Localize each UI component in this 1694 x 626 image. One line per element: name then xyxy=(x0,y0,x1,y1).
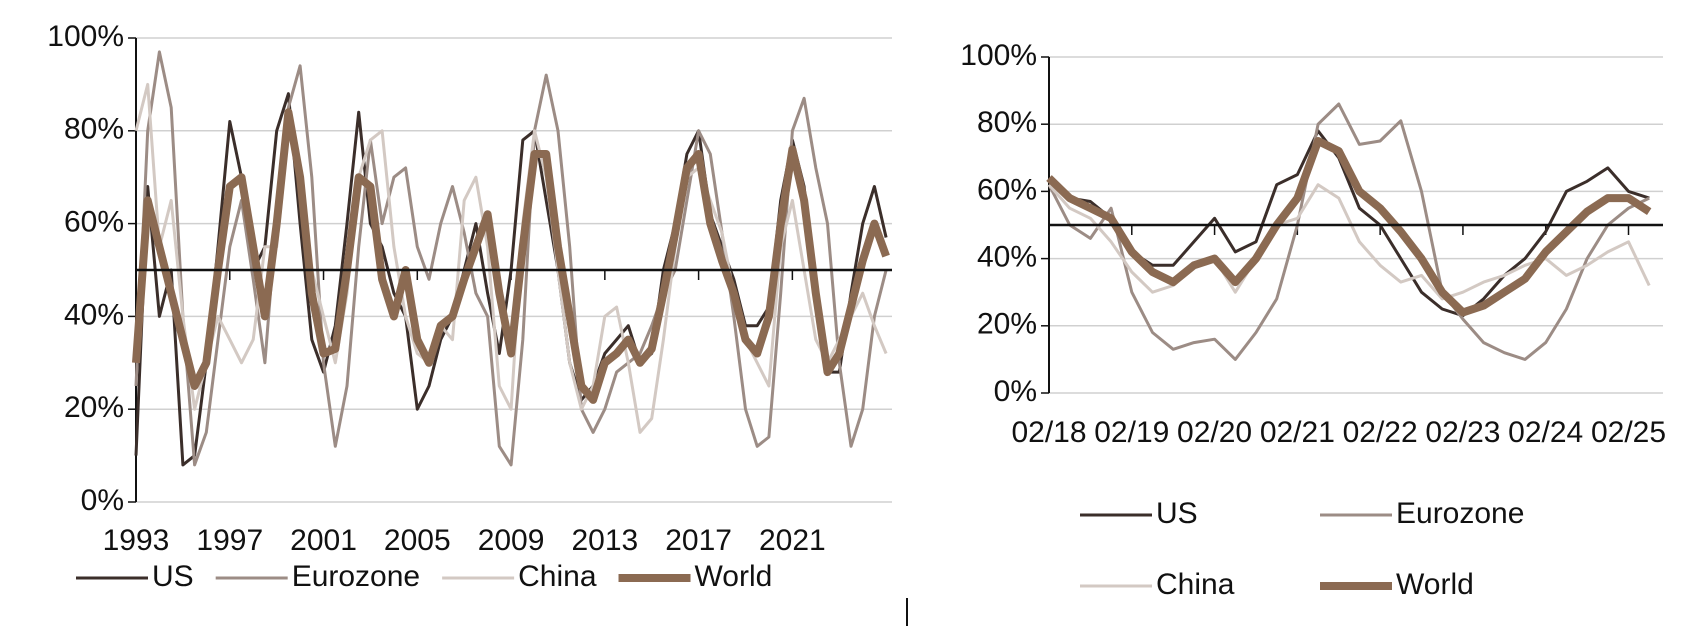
series-line xyxy=(1047,183,1651,301)
x-tick-label: 02/22 xyxy=(1343,416,1418,449)
series-line xyxy=(132,108,890,404)
legend-label: Eurozone xyxy=(292,560,420,593)
x-tick-label: 2021 xyxy=(759,524,826,557)
y-tick-label: 20% xyxy=(64,391,124,424)
series-line xyxy=(134,50,888,467)
legend-label: World xyxy=(695,560,773,593)
y-tick-label: 40% xyxy=(64,298,124,331)
x-tick-label: 2001 xyxy=(290,524,357,557)
legend-label: China xyxy=(518,560,597,593)
legend-label: China xyxy=(1156,568,1235,601)
series-line xyxy=(1047,102,1650,361)
y-tick-label: 60% xyxy=(977,173,1037,206)
x-tick-label: 02/19 xyxy=(1094,416,1169,449)
y-tick-label: 100% xyxy=(47,20,124,53)
x-tick-label: 2005 xyxy=(384,524,451,557)
x-tick-label: 1997 xyxy=(196,524,263,557)
x-tick-label: 2017 xyxy=(665,524,732,557)
x-tick-label: 02/23 xyxy=(1425,416,1500,449)
legend-label: US xyxy=(1156,497,1198,530)
x-tick-label: 2009 xyxy=(478,524,545,557)
x-tick-label: 02/18 xyxy=(1011,416,1086,449)
y-tick-label: 0% xyxy=(81,484,124,517)
x-tick-label: 1993 xyxy=(103,524,170,557)
y-tick-label: 60% xyxy=(64,206,124,239)
legend-label: Eurozone xyxy=(1396,497,1524,530)
legend-label: World xyxy=(1396,568,1474,601)
y-tick-label: 100% xyxy=(960,39,1037,72)
legend-label: US xyxy=(152,560,194,593)
y-tick-label: 80% xyxy=(64,113,124,146)
x-tick-label: 02/24 xyxy=(1508,416,1583,449)
series-line xyxy=(1046,137,1652,317)
y-tick-label: 40% xyxy=(977,241,1037,274)
y-tick-label: 0% xyxy=(994,375,1037,408)
x-tick-label: 02/25 xyxy=(1591,416,1666,449)
y-tick-label: 20% xyxy=(977,308,1037,341)
x-tick-label: 02/20 xyxy=(1177,416,1252,449)
x-tick-label: 02/21 xyxy=(1260,416,1335,449)
y-tick-label: 80% xyxy=(977,106,1037,139)
x-tick-label: 2013 xyxy=(571,524,638,557)
